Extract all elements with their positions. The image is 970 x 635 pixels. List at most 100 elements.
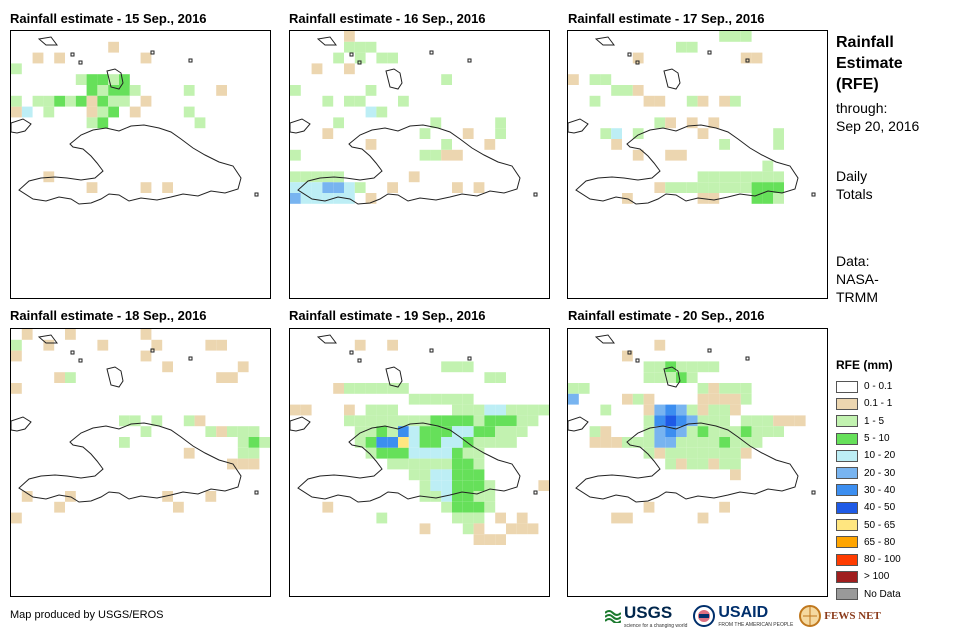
rainfall-cell bbox=[506, 404, 517, 416]
rainfall-cells bbox=[290, 31, 506, 204]
coastline-shape bbox=[594, 36, 615, 46]
rainfall-cell bbox=[730, 404, 741, 416]
rainfall-cells bbox=[11, 41, 227, 193]
rainfall-cell bbox=[462, 458, 474, 470]
rainfall-cell bbox=[784, 415, 795, 427]
rainfall-cell bbox=[484, 139, 496, 150]
rainfall-cell bbox=[129, 85, 141, 96]
rainfall-cell bbox=[495, 404, 506, 416]
rainfall-cell bbox=[21, 106, 33, 118]
rainfall-cell bbox=[54, 501, 65, 513]
rainfall-cell bbox=[643, 95, 655, 107]
rainfall-cell bbox=[194, 117, 206, 129]
rainfall-cell bbox=[719, 458, 730, 470]
rainfall-cell bbox=[527, 523, 539, 535]
rainfall-cell bbox=[462, 128, 474, 139]
rainfall-cell bbox=[697, 404, 709, 416]
rainfall-cell bbox=[430, 426, 442, 437]
rainfall-cell bbox=[654, 447, 666, 459]
legend-item: 50 - 65 bbox=[836, 516, 901, 533]
legend-swatch bbox=[836, 449, 858, 462]
rainfall-cell bbox=[259, 437, 270, 448]
usgs-logo: USGS science for a changing world bbox=[605, 603, 687, 629]
rainfall-cell bbox=[794, 415, 806, 427]
rainfall-cell bbox=[408, 469, 420, 481]
rainfall-cell bbox=[108, 106, 119, 118]
rainfall-cell bbox=[216, 85, 227, 96]
rainfall-cell bbox=[676, 437, 687, 448]
rainfall-cell bbox=[119, 74, 130, 85]
legend-item: 65 - 80 bbox=[836, 534, 901, 551]
rainfall-cell bbox=[643, 372, 655, 383]
rainfall-cell bbox=[227, 426, 238, 437]
coastline-shape bbox=[297, 124, 521, 205]
rainfall-cell bbox=[430, 447, 442, 459]
legend-swatch bbox=[836, 380, 858, 393]
rainfall-cell bbox=[730, 447, 741, 459]
rainfall-cell bbox=[452, 480, 463, 491]
rainfall-cell bbox=[506, 426, 517, 437]
rainfall-cell bbox=[140, 52, 152, 64]
rainfall-cell bbox=[32, 52, 44, 64]
rainfall-cell bbox=[740, 393, 752, 405]
rainfall-cell bbox=[108, 74, 119, 85]
rainfall-cell bbox=[452, 469, 463, 481]
rainfall-cell bbox=[97, 106, 109, 118]
rainfall-cell bbox=[419, 469, 431, 481]
small-island bbox=[349, 350, 354, 355]
rainfall-cell bbox=[708, 171, 720, 183]
rainfall-cell bbox=[506, 415, 517, 427]
rainfall-cell bbox=[740, 415, 752, 427]
rainfall-cell bbox=[686, 361, 698, 373]
rainfall-cell bbox=[676, 41, 687, 53]
rainfall-cell bbox=[452, 426, 463, 437]
rainfall-cell bbox=[665, 426, 676, 437]
small-island bbox=[467, 58, 472, 63]
rainfall-cell bbox=[719, 415, 730, 427]
small-island bbox=[533, 192, 538, 197]
rainfall-cell bbox=[622, 350, 633, 362]
coastline-shape bbox=[385, 366, 403, 388]
legend-rows: 0 - 0.1 0.1 - 1 1 - 5 5 - 10 10 - 20 20 - 30 3… bbox=[836, 378, 901, 603]
coastline-shape bbox=[568, 416, 589, 432]
coastline-shape bbox=[575, 124, 799, 205]
map-canvas bbox=[290, 334, 549, 545]
rainfall-cell bbox=[205, 426, 217, 437]
rainfall-cell bbox=[484, 426, 496, 437]
rainfall-cell bbox=[119, 95, 130, 107]
rainfall-cell bbox=[676, 404, 687, 416]
rainfall-cell bbox=[708, 193, 720, 204]
rainfall-cell bbox=[654, 415, 666, 427]
rainfall-cell bbox=[632, 128, 644, 139]
rainfall-cell bbox=[600, 74, 612, 85]
rainfall-cell bbox=[730, 426, 741, 437]
small-island bbox=[707, 348, 712, 353]
rainfall-cell bbox=[237, 361, 249, 373]
rainfall-cell bbox=[354, 339, 366, 351]
rainfall-cell bbox=[11, 95, 22, 107]
rainfall-cell bbox=[622, 393, 633, 405]
rainfall-cell bbox=[462, 469, 474, 481]
rainfall-cell bbox=[408, 447, 420, 459]
rainfall-cell bbox=[183, 447, 195, 459]
legend-item: 10 - 20 bbox=[836, 447, 901, 464]
legend-swatch bbox=[836, 570, 858, 583]
rainfall-cell bbox=[538, 404, 549, 416]
legend-swatch bbox=[836, 588, 858, 601]
rainfall-cell bbox=[441, 393, 452, 405]
rainfall-cell bbox=[697, 361, 709, 373]
rainfall-cell bbox=[697, 447, 709, 459]
rainfall-cell bbox=[151, 415, 163, 427]
rainfall-cell bbox=[665, 117, 676, 129]
rainfall-cell bbox=[506, 437, 517, 448]
rainfall-cell bbox=[643, 447, 655, 459]
rainfall-cell bbox=[495, 117, 506, 129]
rainfall-cell bbox=[441, 480, 452, 491]
usaid-tagline: FROM THE AMERICAN PEOPLE bbox=[718, 622, 794, 628]
rainfall-cell bbox=[495, 415, 506, 427]
rainfall-cell bbox=[719, 447, 730, 459]
rainfall-cell bbox=[387, 447, 398, 459]
rainfall-cell bbox=[205, 339, 217, 351]
rainfall-cell bbox=[708, 458, 720, 470]
rainfall-cell bbox=[484, 480, 496, 491]
